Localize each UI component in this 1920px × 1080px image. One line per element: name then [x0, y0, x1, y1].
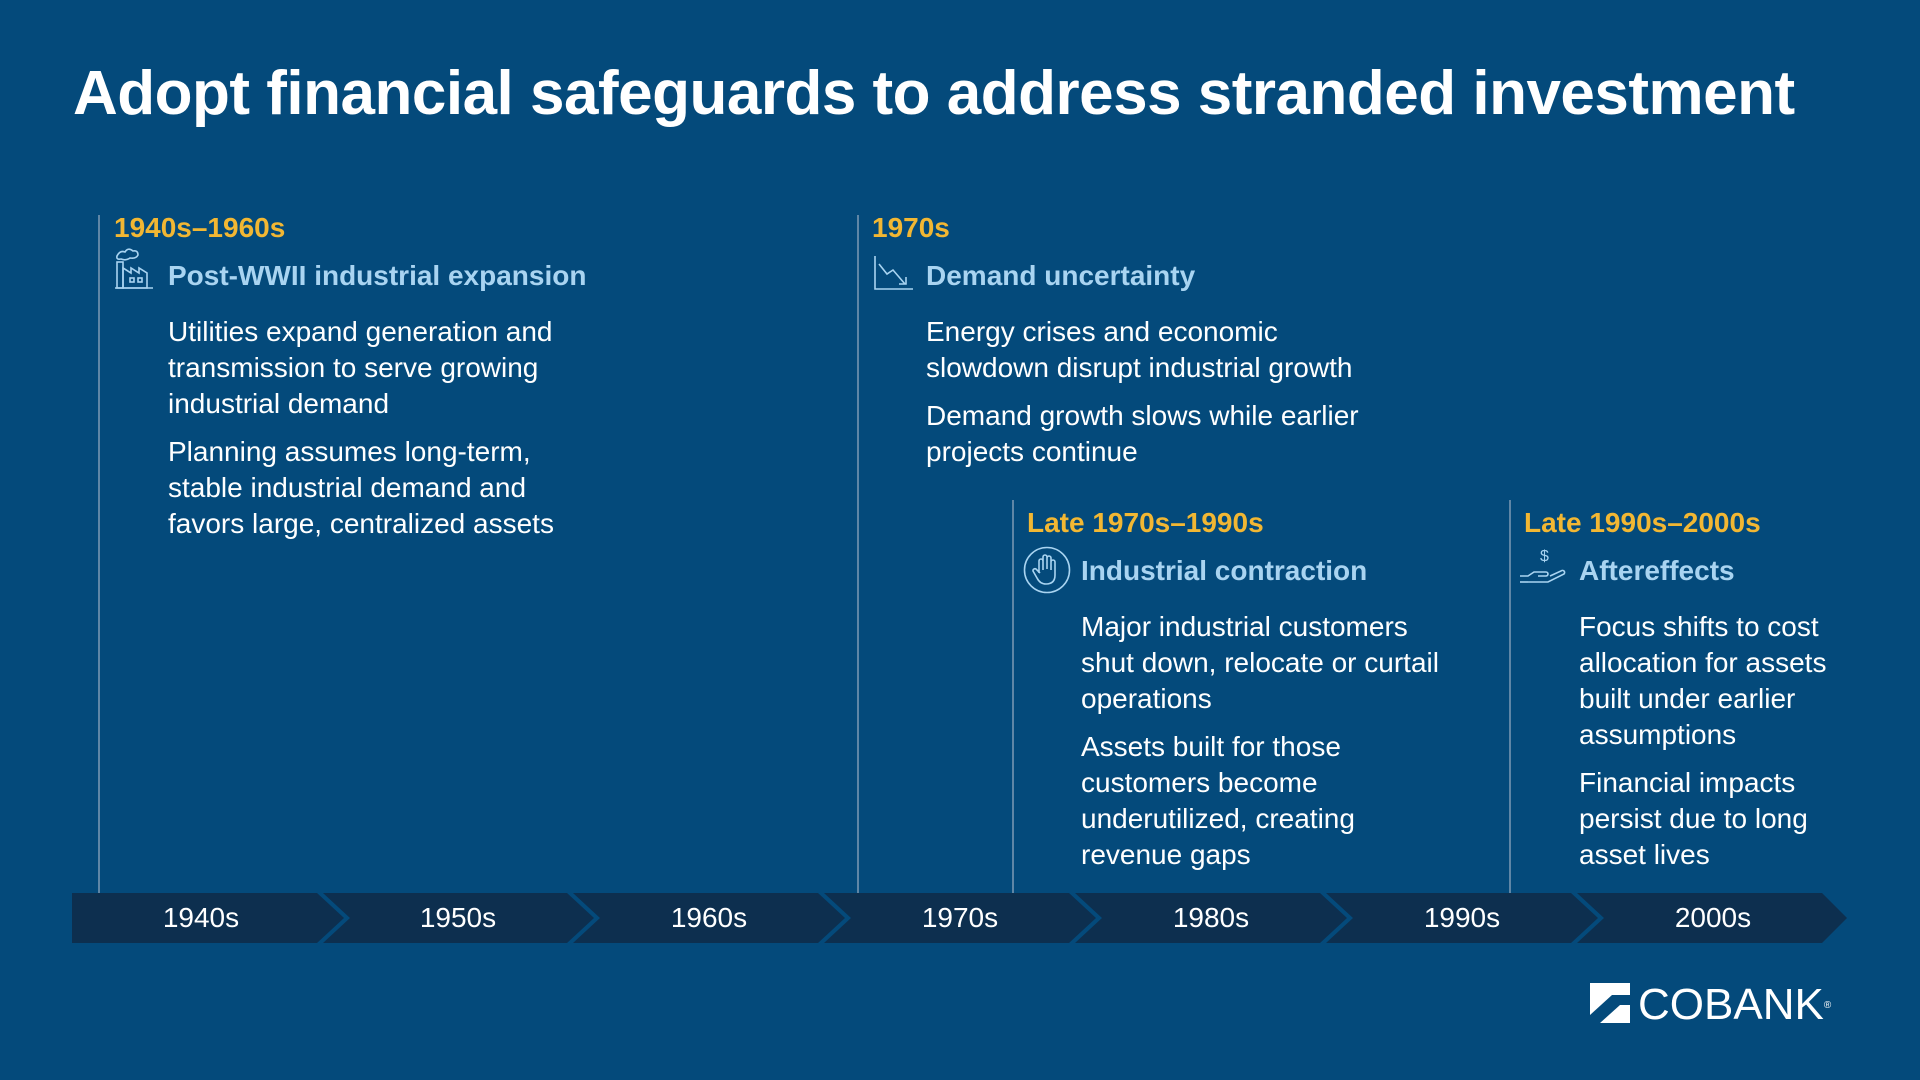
phase-heading: Post-WWII industrial expansion	[168, 260, 587, 291]
phase-period: 1940s–1960s	[114, 212, 286, 243]
timeline-segment	[72, 893, 344, 943]
page-title: Adopt financial safeguards to address st…	[73, 59, 1795, 128]
timeline-segment	[323, 893, 594, 943]
timeline-decade-label: 1940s	[162, 902, 240, 933]
phase-bullets: Utilities expand generation and transmis…	[168, 314, 608, 554]
phase-period: 1970s	[872, 212, 950, 243]
declining-chart-icon	[873, 254, 915, 292]
phase-period: Late 1990s–2000s	[1524, 507, 1761, 538]
phase-divider-line	[98, 215, 100, 895]
phase-heading: Aftereffects	[1579, 555, 1735, 586]
timeline-segment	[1577, 893, 1847, 943]
timeline-band	[72, 893, 1847, 943]
timeline-decade-label: 1960s	[670, 902, 748, 933]
bullet-text: Major industrial customers shut down, re…	[1081, 611, 1439, 714]
bullet-text: Financial impacts persist due to long as…	[1579, 767, 1808, 870]
phase-divider-line	[1012, 500, 1014, 895]
phase-bullets: Energy crises and economic slowdown disr…	[926, 314, 1396, 482]
timeline-decade-label: 1950s	[419, 902, 497, 933]
bullet-text: Assets built for those customers become …	[1081, 731, 1355, 870]
registered-mark-icon: ®	[1823, 999, 1832, 1011]
phase-heading: Demand uncertainty	[926, 260, 1196, 291]
timeline-segment	[573, 893, 845, 943]
logo-text: COBANK	[1638, 980, 1824, 1029]
timeline-decade-label: 2000s	[1674, 902, 1752, 933]
timeline-segment	[824, 893, 1096, 943]
factory-icon	[113, 246, 155, 290]
stop-hand-icon	[1022, 545, 1072, 595]
timeline-segment	[1326, 893, 1598, 943]
phase-bullets: Major industrial customers shut down, re…	[1081, 609, 1461, 885]
phase-bullets: Focus shifts to cost allocation for asse…	[1579, 609, 1869, 885]
timeline-segment	[1075, 893, 1347, 943]
timeline-decade-label: 1980s	[1172, 902, 1250, 933]
timeline-decade-label: 1990s	[1423, 902, 1501, 933]
hand-money-icon: $	[1518, 544, 1570, 590]
bullet-text: Demand growth slows while earlier projec…	[926, 400, 1359, 467]
bullet-text: Utilities expand generation and transmis…	[168, 316, 553, 419]
phase-divider-line	[857, 215, 859, 895]
phase-divider-line	[1509, 500, 1511, 895]
phase-period: Late 1970s–1990s	[1027, 507, 1264, 538]
cobank-logo-icon	[1590, 982, 1630, 1028]
bullet-text: Planning assumes long-term, stable indus…	[168, 436, 554, 539]
timeline-decade-label: 1970s	[921, 902, 999, 933]
bullet-text: Focus shifts to cost allocation for asse…	[1579, 611, 1827, 750]
cobank-logo: COBANK ®	[1590, 982, 1831, 1028]
svg-text:$: $	[1540, 548, 1549, 565]
bullet-text: Energy crises and economic slowdown disr…	[926, 316, 1353, 383]
phase-heading: Industrial contraction	[1081, 555, 1368, 586]
